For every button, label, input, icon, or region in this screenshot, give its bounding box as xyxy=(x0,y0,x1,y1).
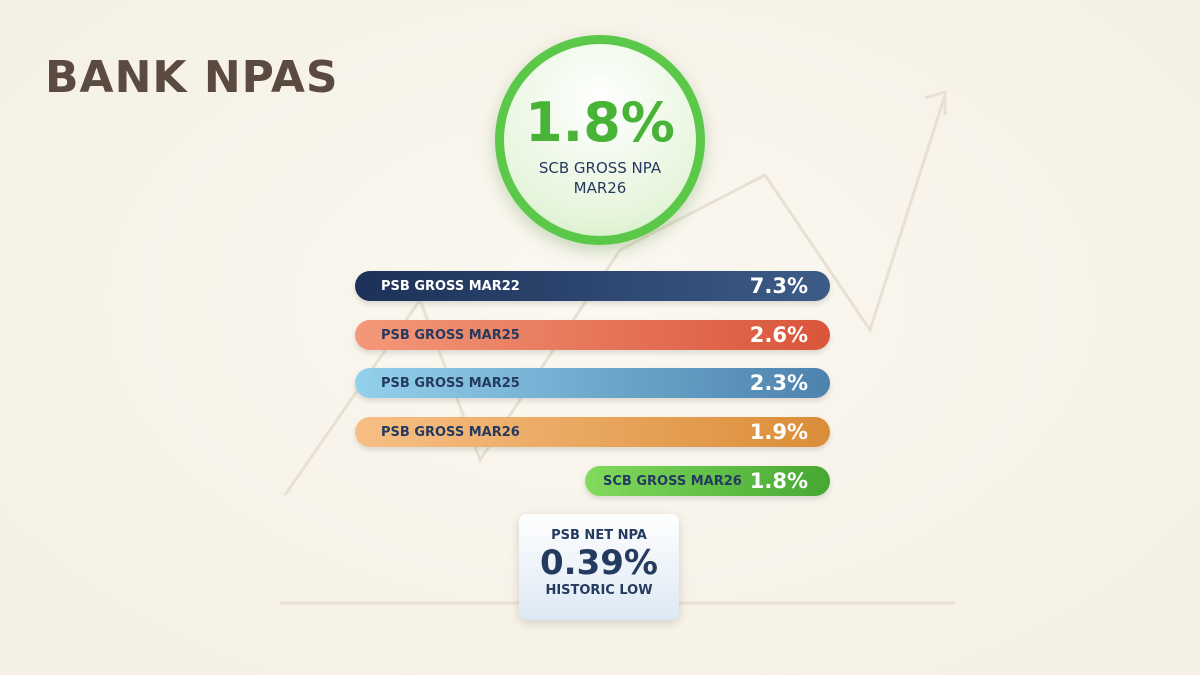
row-label: PSB GROSS MAR26 xyxy=(381,424,520,440)
note-value: 0.39% xyxy=(540,543,658,583)
row: PSB GROSS MAR25 2.6% xyxy=(355,320,830,350)
row-label: SCB GROSS MAR26 xyxy=(603,473,742,489)
highlight-label: SCB GROSS NPA xyxy=(538,159,662,177)
note-title: PSB NET NPA xyxy=(551,528,647,543)
highlight-label: MAR26 xyxy=(573,179,627,197)
title: BANK NPAS xyxy=(45,52,339,103)
highlight-value: 1.8% xyxy=(525,91,675,154)
highlight-circle: 1.8% SCB GROSS NPA MAR26 xyxy=(495,35,705,245)
row-value: 7.3% xyxy=(749,274,808,298)
row: PSB GROSS MAR25 2.3% xyxy=(355,368,830,398)
note-subtitle: HISTORIC LOW xyxy=(545,583,653,598)
row-value: 1.9% xyxy=(749,420,808,444)
row: PSB GROSS MAR26 1.9% xyxy=(355,417,830,447)
row: SCB GROSS MAR26 1.8% xyxy=(585,466,830,496)
row-label: PSB GROSS MAR25 xyxy=(381,327,520,343)
note-card: PSB NET NPA 0.39% HISTORIC LOW xyxy=(519,514,679,620)
row-label: PSB GROSS MAR25 xyxy=(381,375,520,391)
row: PSB GROSS MAR22 7.3% xyxy=(355,271,830,301)
row-value: 2.3% xyxy=(749,371,808,395)
row-label: PSB GROSS MAR22 xyxy=(381,278,520,294)
row-value: 1.8% xyxy=(749,469,808,493)
row-value: 2.6% xyxy=(749,323,808,347)
